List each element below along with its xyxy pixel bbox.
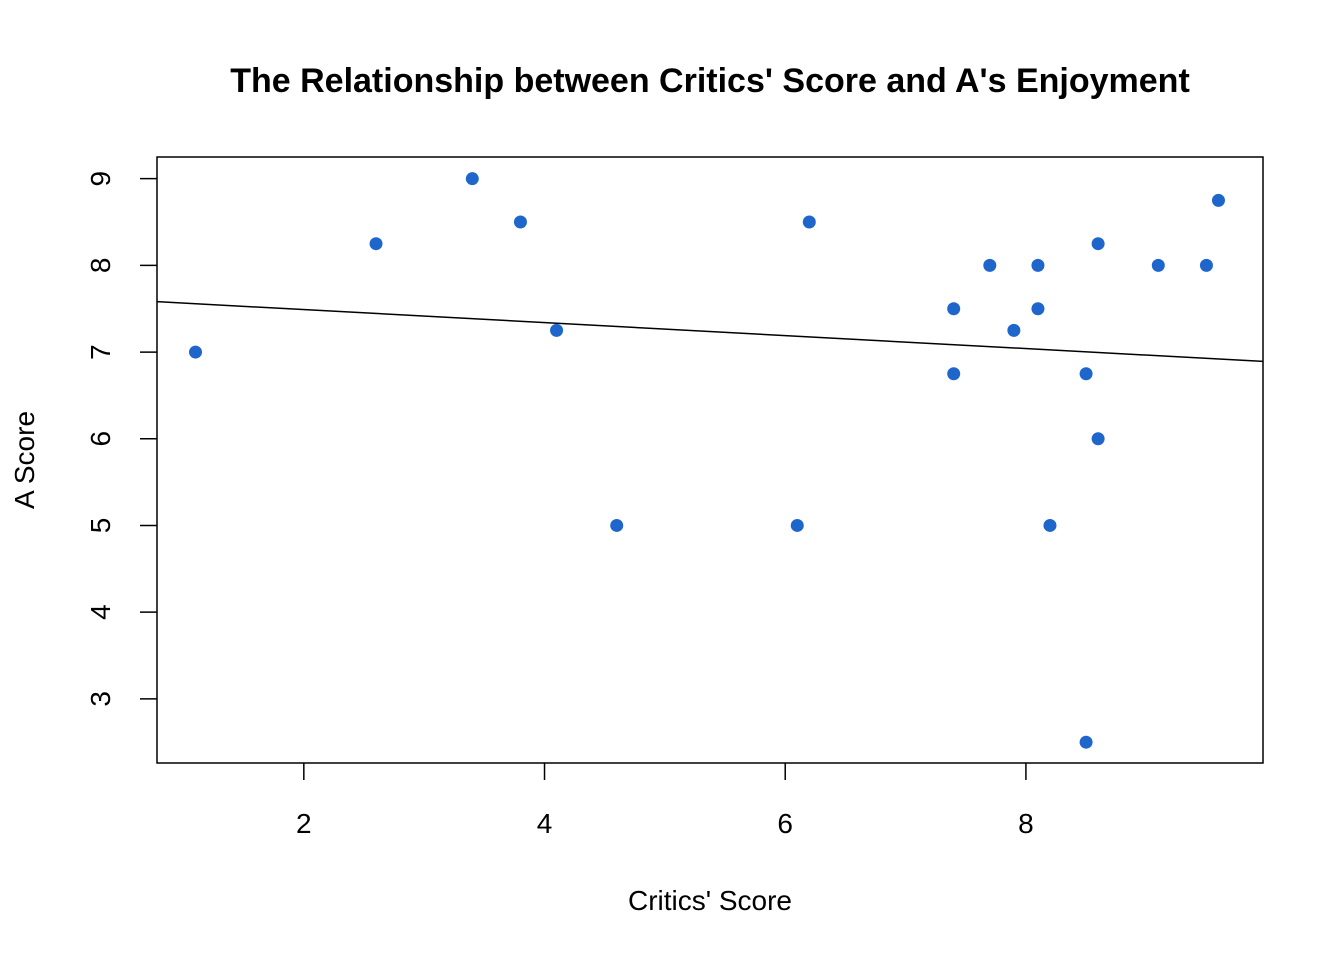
data-point	[1080, 736, 1093, 749]
y-axis-label: A Score	[9, 411, 40, 509]
data-point	[1212, 194, 1225, 207]
data-point	[610, 519, 623, 532]
x-tick-label: 6	[777, 808, 793, 839]
data-point	[1152, 259, 1165, 272]
data-point	[514, 216, 527, 229]
regression-line	[157, 302, 1263, 362]
y-tick-label: 4	[85, 604, 116, 620]
data-point	[803, 216, 816, 229]
x-tick-label: 4	[537, 808, 553, 839]
data-point	[791, 519, 804, 532]
data-point	[947, 302, 960, 315]
data-point	[1031, 259, 1044, 272]
x-axis: 2 4 6 8	[296, 763, 1034, 839]
data-point	[466, 172, 479, 185]
data-point	[947, 367, 960, 380]
x-axis-label: Critics' Score	[628, 885, 792, 916]
x-tick-label: 2	[296, 808, 312, 839]
data-point	[1092, 237, 1105, 250]
y-tick-label: 9	[85, 171, 116, 187]
y-tick-label: 3	[85, 691, 116, 707]
y-tick-label: 5	[85, 518, 116, 534]
data-point	[1043, 519, 1056, 532]
data-point	[1031, 302, 1044, 315]
regression-line-group	[157, 302, 1263, 362]
data-points	[189, 172, 1225, 749]
data-point	[1092, 432, 1105, 445]
chart-title: The Relationship between Critics' Score …	[230, 62, 1190, 100]
y-tick-label: 7	[85, 344, 116, 360]
data-point	[550, 324, 563, 337]
data-point	[1200, 259, 1213, 272]
data-point	[370, 237, 383, 250]
data-point	[983, 259, 996, 272]
data-point	[1080, 367, 1093, 380]
x-tick-label: 8	[1018, 808, 1034, 839]
y-axis: 3 4 5 6 7 8 9	[85, 171, 157, 707]
data-point	[189, 346, 202, 359]
data-point	[1007, 324, 1020, 337]
y-tick-label: 8	[85, 258, 116, 274]
y-tick-label: 6	[85, 431, 116, 447]
